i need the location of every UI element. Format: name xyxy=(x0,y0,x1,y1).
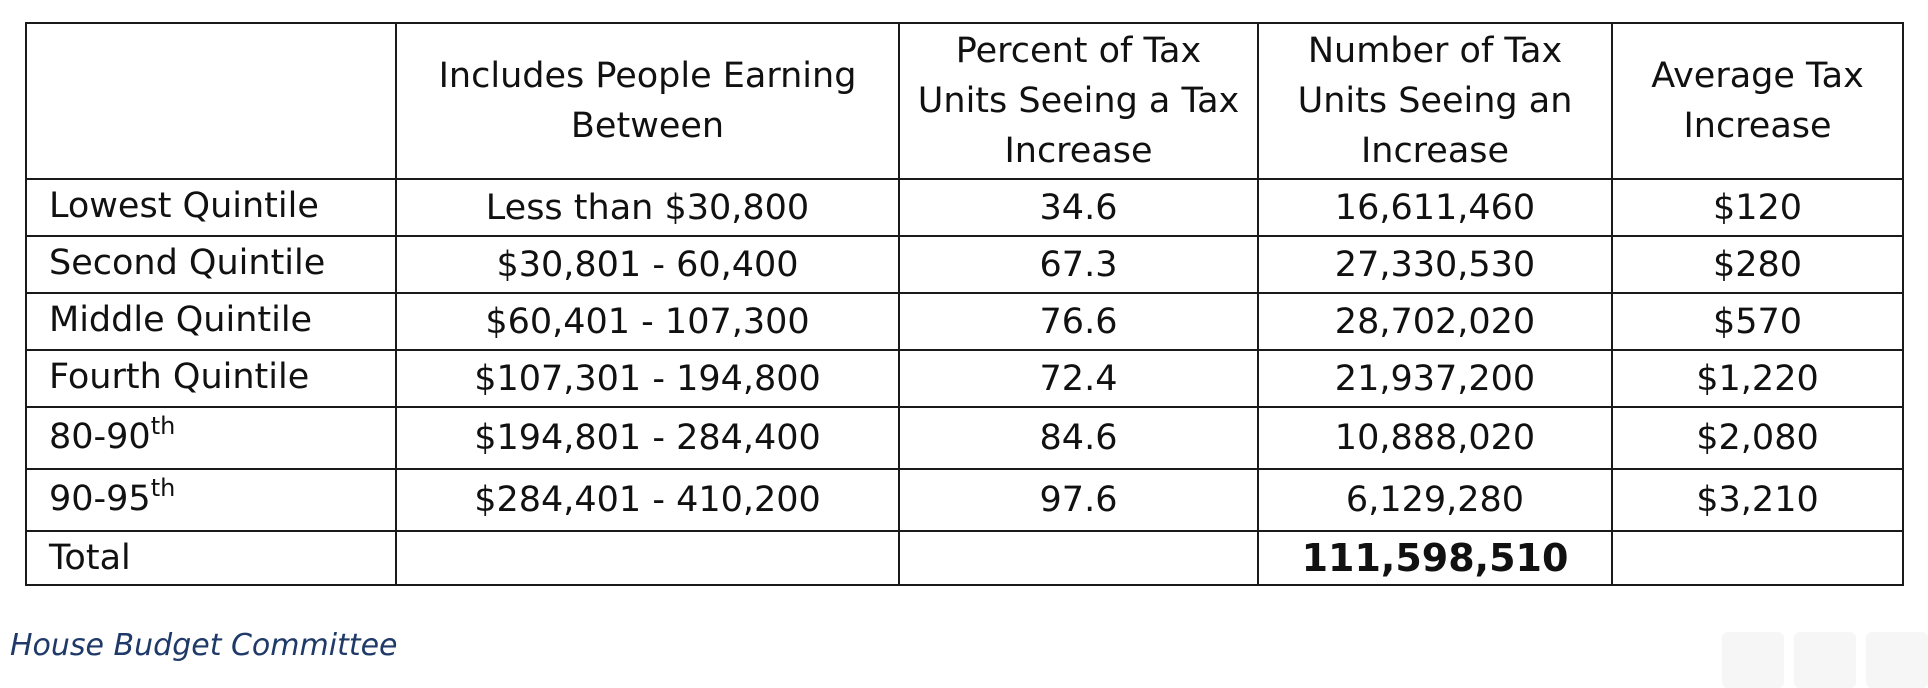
table-row: Middle Quintile $60,401 - 107,300 76.6 2… xyxy=(25,292,1904,351)
average-cell: $3,210 xyxy=(1611,468,1904,532)
total-average-cell xyxy=(1611,530,1904,586)
tax-increase-table: Includes People Earning Between Percent … xyxy=(25,22,1904,586)
earning-range-cell: $30,801 - 60,400 xyxy=(395,235,900,294)
row-label: Fourth Quintile xyxy=(25,349,397,408)
table-row: 90-95th $284,401 - 410,200 97.6 6,129,28… xyxy=(25,468,1904,532)
faint-square-icon xyxy=(1722,632,1784,688)
earning-range-cell: $107,301 - 194,800 xyxy=(395,349,900,408)
earning-range-cell: $60,401 - 107,300 xyxy=(395,292,900,351)
earning-range-cell: $194,801 - 284,400 xyxy=(395,406,900,470)
number-cell: 21,937,200 xyxy=(1257,349,1613,408)
percent-cell: 67.3 xyxy=(898,235,1259,294)
total-percent-cell xyxy=(898,530,1259,586)
earning-range-cell: Less than $30,800 xyxy=(395,178,900,237)
number-cell: 28,702,020 xyxy=(1257,292,1613,351)
table-row: Second Quintile $30,801 - 60,400 67.3 27… xyxy=(25,235,1904,294)
header-cell-empty xyxy=(25,22,397,180)
faint-corner-icons xyxy=(1722,632,1928,688)
average-cell: $570 xyxy=(1611,292,1904,351)
row-label: Lowest Quintile xyxy=(25,178,397,237)
number-cell: 27,330,530 xyxy=(1257,235,1613,294)
row-label: Middle Quintile xyxy=(25,292,397,351)
number-cell: 10,888,020 xyxy=(1257,406,1613,470)
number-cell: 16,611,460 xyxy=(1257,178,1613,237)
percent-cell: 76.6 xyxy=(898,292,1259,351)
row-label: Second Quintile xyxy=(25,235,397,294)
percent-cell: 97.6 xyxy=(898,468,1259,532)
faint-square-icon xyxy=(1794,632,1856,688)
total-range-cell xyxy=(395,530,900,586)
total-number-cell: 111,598,510 xyxy=(1257,530,1613,586)
table-row: Fourth Quintile $107,301 - 194,800 72.4 … xyxy=(25,349,1904,408)
average-cell: $1,220 xyxy=(1611,349,1904,408)
total-label: Total xyxy=(25,530,397,586)
source-credit: House Budget Committee xyxy=(10,628,398,663)
total-row: Total 111,598,510 xyxy=(25,530,1904,586)
table-row: 80-90th $194,801 - 284,400 84.6 10,888,0… xyxy=(25,406,1904,470)
header-earning-range: Includes People Earning Between xyxy=(395,22,900,180)
percent-cell: 72.4 xyxy=(898,349,1259,408)
percent-cell: 84.6 xyxy=(898,406,1259,470)
row-label: 90-95th xyxy=(25,468,397,532)
header-row: Includes People Earning Between Percent … xyxy=(25,22,1904,180)
average-cell: $120 xyxy=(1611,178,1904,237)
table-row: Lowest Quintile Less than $30,800 34.6 1… xyxy=(25,178,1904,237)
number-cell: 6,129,280 xyxy=(1257,468,1613,532)
header-average-increase: Average Tax Increase xyxy=(1611,22,1904,180)
average-cell: $280 xyxy=(1611,235,1904,294)
header-percent-increase: Percent of Tax Units Seeing a Tax Increa… xyxy=(898,22,1259,180)
average-cell: $2,080 xyxy=(1611,406,1904,470)
header-number-increase: Number of Tax Units Seeing an Increase xyxy=(1257,22,1613,180)
earning-range-cell: $284,401 - 410,200 xyxy=(395,468,900,532)
row-label: 80-90th xyxy=(25,406,397,470)
faint-square-icon xyxy=(1866,632,1928,688)
percent-cell: 34.6 xyxy=(898,178,1259,237)
